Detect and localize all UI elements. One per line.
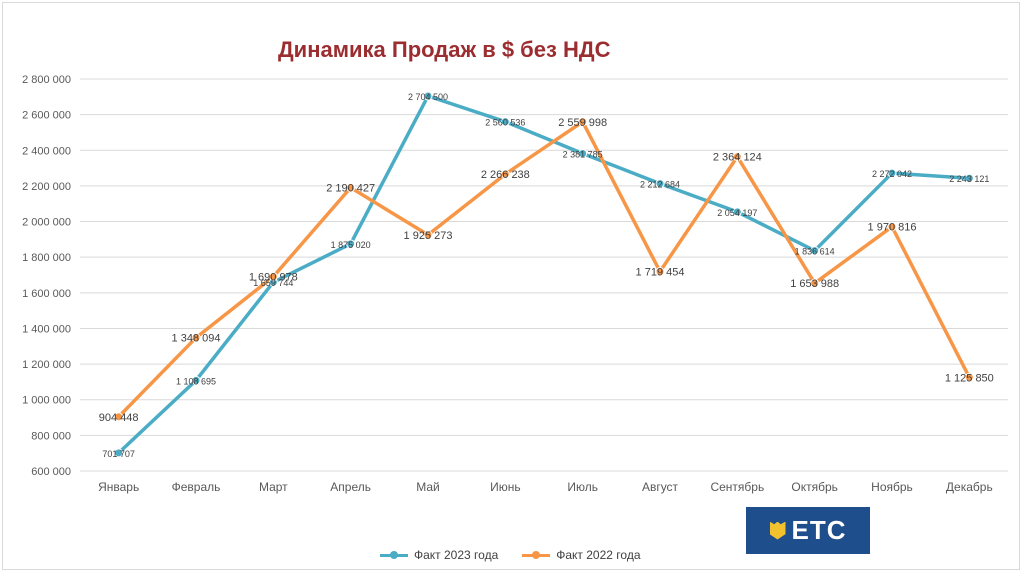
data-label-0: 2 054 197 <box>717 208 757 218</box>
data-point-0 <box>655 179 665 189</box>
legend-swatch-2022 <box>522 549 551 561</box>
y-tick-label: 1 800 000 <box>22 252 71 264</box>
y-tick-label: 1 400 000 <box>22 323 71 335</box>
data-label-1: 1 925 273 <box>404 230 453 242</box>
data-point-1 <box>500 169 510 179</box>
x-tick-label: Июнь <box>490 480 521 494</box>
x-tick-label: Январь <box>98 480 139 494</box>
data-label-0: 2 560 536 <box>485 118 525 128</box>
data-point-0 <box>887 168 897 178</box>
y-tick-label: 2 600 000 <box>22 110 71 122</box>
data-label-1: 1 348 094 <box>172 333 221 345</box>
x-tick-label: Июль <box>567 480 598 494</box>
legend-swatch-2023 <box>380 549 408 561</box>
data-point-0 <box>964 173 974 183</box>
data-label-1: 2 190 427 <box>326 183 375 195</box>
etc-logo-text: ETC <box>791 515 847 545</box>
data-label-1: 1 125 850 <box>945 372 994 384</box>
data-point-1 <box>964 372 974 382</box>
data-label-1: 1 719 454 <box>636 267 685 279</box>
x-tick-label: Октябрь <box>791 480 838 494</box>
x-tick-label: Август <box>642 480 679 494</box>
series-line-1 <box>116 120 972 419</box>
y-tick-label: 1 600 000 <box>22 288 71 300</box>
y-tick-label: 2 800 000 <box>22 74 71 86</box>
x-tick-label: Март <box>259 480 288 494</box>
legend-label-2022: Факт 2022 года <box>556 548 641 562</box>
legend-label-2023: Факт 2023 года <box>414 548 499 562</box>
series-line-0 <box>116 94 972 455</box>
chart-legend: Факт 2023 года Факт 2022 года <box>380 548 641 562</box>
data-point-0 <box>732 207 742 217</box>
data-label-0: 2 272 042 <box>872 169 912 179</box>
legend-item-2022: Факт 2022 года <box>522 548 641 562</box>
etc-logo-mark-icon <box>769 521 786 540</box>
data-label-0: 1 659 744 <box>253 278 293 288</box>
data-point-1 <box>114 412 124 422</box>
data-label-0: 2 212 684 <box>640 180 680 190</box>
data-point-0 <box>191 375 201 385</box>
y-tick-label: 2 400 000 <box>22 145 71 157</box>
data-point-1 <box>191 333 201 343</box>
data-point-0 <box>114 448 124 458</box>
data-point-0 <box>810 246 820 256</box>
data-point-1 <box>268 272 278 282</box>
data-label-0: 1 836 614 <box>795 247 835 257</box>
x-tick-label: Май <box>416 480 440 494</box>
data-point-0 <box>423 91 433 101</box>
x-tick-label: Декабрь <box>946 480 993 494</box>
y-tick-label: 2 200 000 <box>22 181 71 193</box>
data-label-1: 2 266 238 <box>481 169 530 181</box>
data-point-1 <box>810 278 820 288</box>
data-point-0 <box>578 149 588 159</box>
y-tick-label: 600 000 <box>31 466 71 478</box>
y-tick-label: 1 200 000 <box>22 359 71 371</box>
chart-title: Динамика Продаж в $ без НДС <box>278 37 611 62</box>
data-label-1: 1 653 988 <box>790 278 839 290</box>
etc-logo: ETC <box>746 507 870 554</box>
data-point-1 <box>578 117 588 127</box>
data-point-1 <box>423 230 433 240</box>
data-label-1: 2 559 998 <box>558 117 607 129</box>
x-tick-label: Сентябрь <box>710 480 764 494</box>
data-point-1 <box>887 222 897 232</box>
data-label-0: 2 704 500 <box>408 92 448 102</box>
data-point-0 <box>500 117 510 127</box>
data-label-0: 701 707 <box>102 449 135 459</box>
data-point-1 <box>732 152 742 162</box>
data-label-0: 2 381 785 <box>563 150 603 160</box>
data-label-1: 904 448 <box>99 412 139 424</box>
data-point-0 <box>346 239 356 249</box>
legend-item-2023: Факт 2023 года <box>380 548 498 562</box>
data-label-1: 1 690 978 <box>249 272 298 284</box>
data-label-1: 1 970 816 <box>868 222 917 234</box>
y-tick-label: 2 000 000 <box>22 217 71 229</box>
data-label-0: 1 875 020 <box>331 240 371 250</box>
x-tick-label: Февраль <box>172 480 221 494</box>
data-point-1 <box>346 183 356 193</box>
y-tick-label: 800 000 <box>31 430 71 442</box>
x-tick-label: Апрель <box>330 480 371 494</box>
y-tick-label: 1 000 000 <box>22 395 71 407</box>
data-label-0: 2 243 121 <box>949 174 989 184</box>
data-label-1: 2 364 124 <box>713 152 762 164</box>
data-point-1 <box>655 267 665 277</box>
x-tick-label: Ноябрь <box>871 480 913 494</box>
data-label-0: 1 108 695 <box>176 376 216 386</box>
